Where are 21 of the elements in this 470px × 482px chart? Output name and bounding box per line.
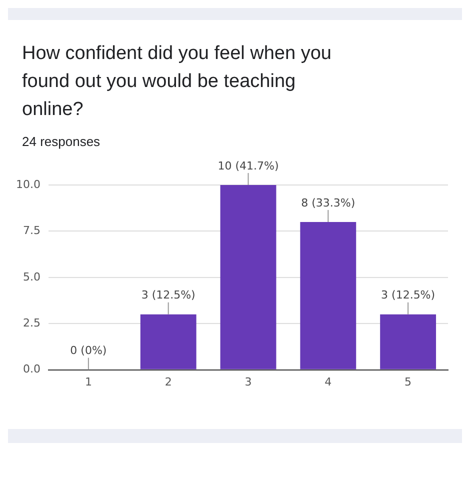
x-tick-label: 2: [164, 375, 172, 388]
y-tick-label: 5.0: [22, 270, 40, 284]
y-tick-label: 2.5: [22, 316, 40, 330]
x-tick-label: 5: [404, 375, 412, 388]
data-label: 0 (0%): [70, 344, 107, 358]
x-tick-label: 4: [324, 375, 332, 388]
bar: [140, 314, 196, 370]
data-label: 3 (12.5%): [141, 288, 196, 302]
data-label: 10 (41.7%): [218, 159, 279, 172]
data-label: 8 (33.3%): [301, 196, 356, 210]
x-tick-label: 1: [84, 375, 92, 388]
chart-subtitle: 24 responses: [21, 133, 102, 149]
y-tick-label: 0.0: [22, 362, 40, 376]
bar: [300, 222, 356, 370]
chart-title: How confident did you feel when you found out you would be teaching online?: [21, 42, 332, 122]
y-tick-label: 7.5: [22, 224, 40, 238]
y-tick-label: 10.0: [16, 178, 40, 191]
bar: [380, 314, 436, 370]
bar: [220, 185, 276, 370]
x-tick-label: 3: [244, 375, 252, 388]
data-label: 3 (12.5%): [381, 288, 436, 302]
